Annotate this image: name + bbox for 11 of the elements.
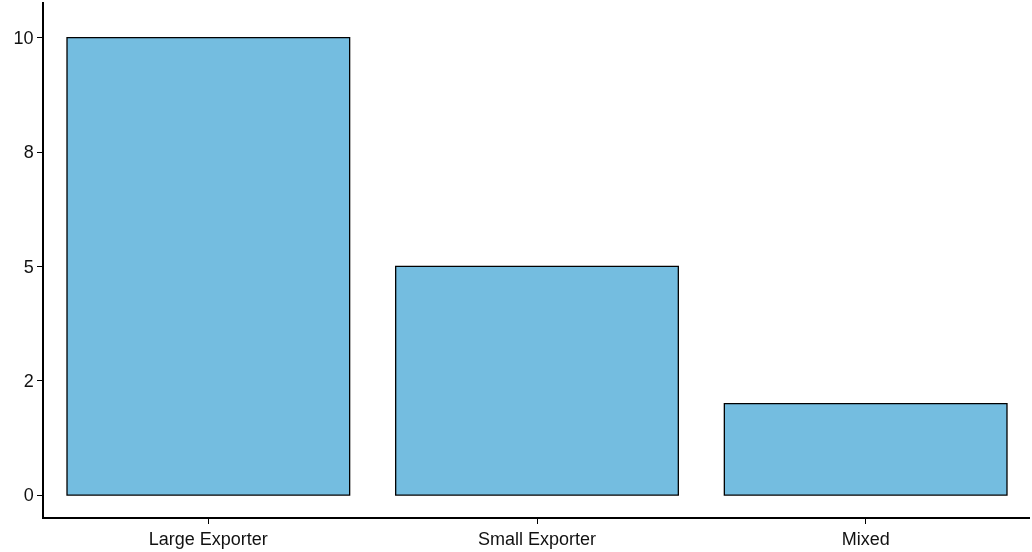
x-tick-label: Large Exporter — [148, 529, 268, 550]
y-tick-label: 8 — [23, 142, 34, 163]
y-tick-label: 2 — [23, 371, 34, 391]
bar — [66, 37, 351, 496]
bar — [723, 402, 1008, 496]
y-tick-label: 10 — [13, 27, 34, 48]
x-tick-label: Mixed — [841, 529, 890, 550]
x-tick-label: Small Exporter — [477, 529, 597, 550]
y-tick-label: 5 — [23, 256, 34, 277]
bar — [395, 265, 679, 496]
y-tick-label: 0 — [23, 485, 34, 506]
